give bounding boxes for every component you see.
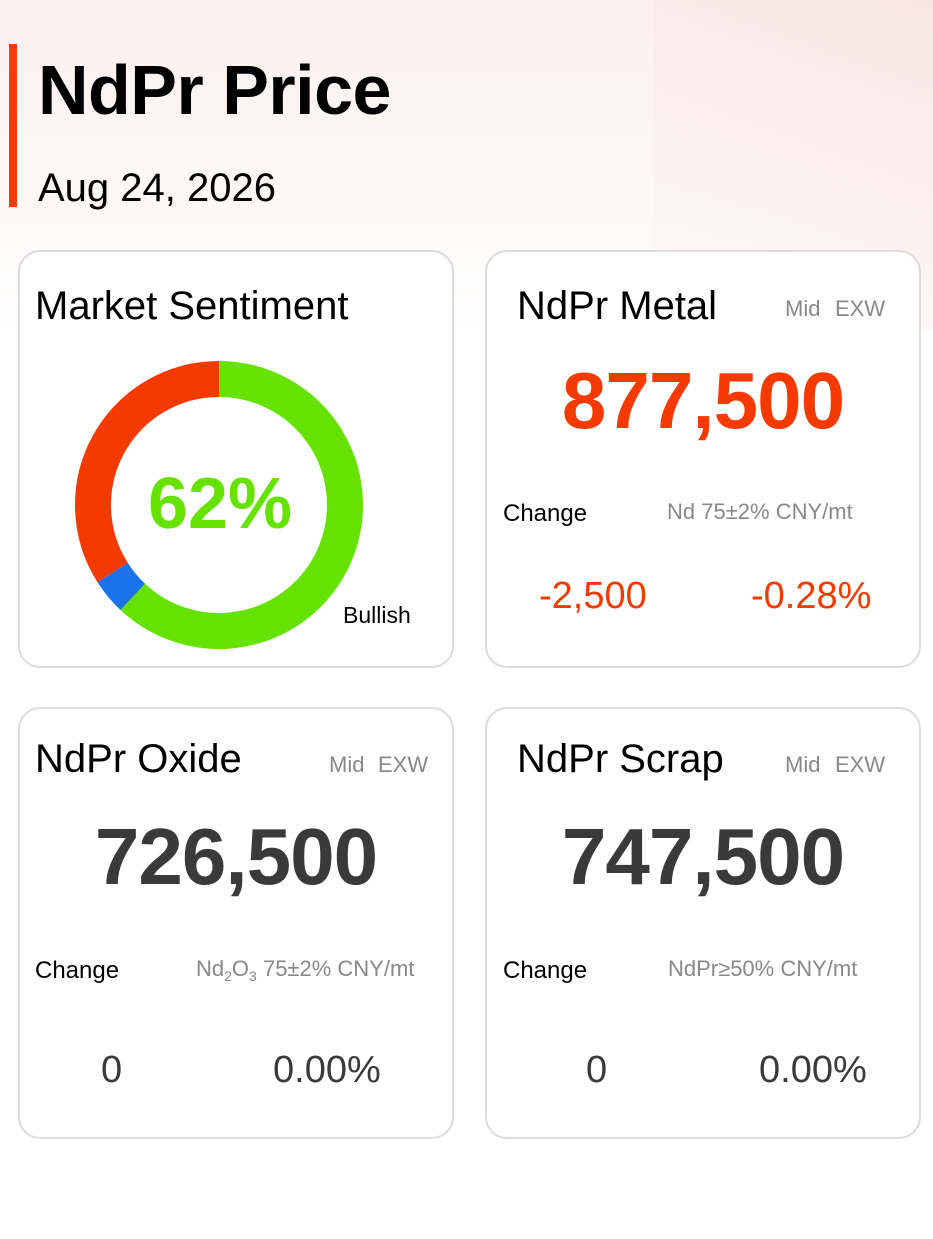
- spec-mid: O: [231, 956, 250, 981]
- card-title: NdPr Scrap: [517, 737, 724, 781]
- ndpr-metal-card[interactable]: NdPr Metal Mid EXW 877,500 Change Nd 75±…: [485, 250, 921, 668]
- change-label: Change: [503, 500, 588, 527]
- title-accent-bar: [9, 44, 17, 207]
- sentiment-percent: 62%: [147, 464, 293, 544]
- ndpr-oxide-card[interactable]: NdPr Oxide Mid EXW 726,500 Change Nd2O3 …: [18, 707, 454, 1139]
- spec-suffix: 75±2% CNY/mt: [256, 956, 415, 981]
- spec-label: Nd 75±2% CNY/mt: [667, 499, 853, 524]
- page-date: Aug 24, 2026: [38, 166, 276, 210]
- tag-mid: Mid: [785, 752, 821, 777]
- change-percent: -0.28%: [751, 575, 872, 617]
- price-value: 747,500: [561, 812, 845, 901]
- change-label: Change: [35, 957, 120, 984]
- change-absolute: -2,500: [539, 575, 647, 617]
- tag-mid: Mid: [785, 296, 821, 321]
- change-percent: 0.00%: [273, 1049, 381, 1091]
- tag-exw: EXW: [835, 296, 886, 321]
- card-title: NdPr Metal: [517, 284, 718, 328]
- tag-exw: EXW: [835, 752, 886, 777]
- price-value: 726,500: [94, 812, 378, 901]
- spec-label: Nd2O3 75±2% CNY/mt: [196, 956, 414, 989]
- change-label: Change: [503, 957, 588, 984]
- card-title: NdPr Oxide: [35, 737, 242, 781]
- card-title: Market Sentiment: [35, 284, 349, 328]
- ndpr-scrap-card[interactable]: NdPr Scrap Mid EXW 747,500 Change NdPr≥5…: [485, 707, 921, 1139]
- spec-prefix: Nd: [196, 956, 225, 981]
- change-absolute: 0: [101, 1049, 123, 1091]
- market-sentiment-card: Market Sentiment 62% Bullish: [18, 250, 454, 668]
- tag-mid: Mid: [329, 752, 365, 777]
- sentiment-caption: Bullish: [343, 602, 411, 628]
- spec-subscript-2: 3: [249, 968, 257, 984]
- donut-segment-bearish: [75, 361, 220, 583]
- sentiment-donut-chart: [75, 361, 363, 649]
- price-value: 877,500: [561, 356, 845, 445]
- donut-segment-neutral: [97, 562, 146, 610]
- spec-subscript-1: 2: [224, 968, 232, 984]
- tag-exw: EXW: [378, 752, 429, 777]
- page-title: NdPr Price: [38, 51, 391, 129]
- donut-segment-bullish: [120, 361, 363, 649]
- change-percent: 0.00%: [759, 1049, 867, 1091]
- spec-label: NdPr≥50% CNY/mt: [668, 956, 858, 981]
- change-absolute: 0: [586, 1049, 608, 1091]
